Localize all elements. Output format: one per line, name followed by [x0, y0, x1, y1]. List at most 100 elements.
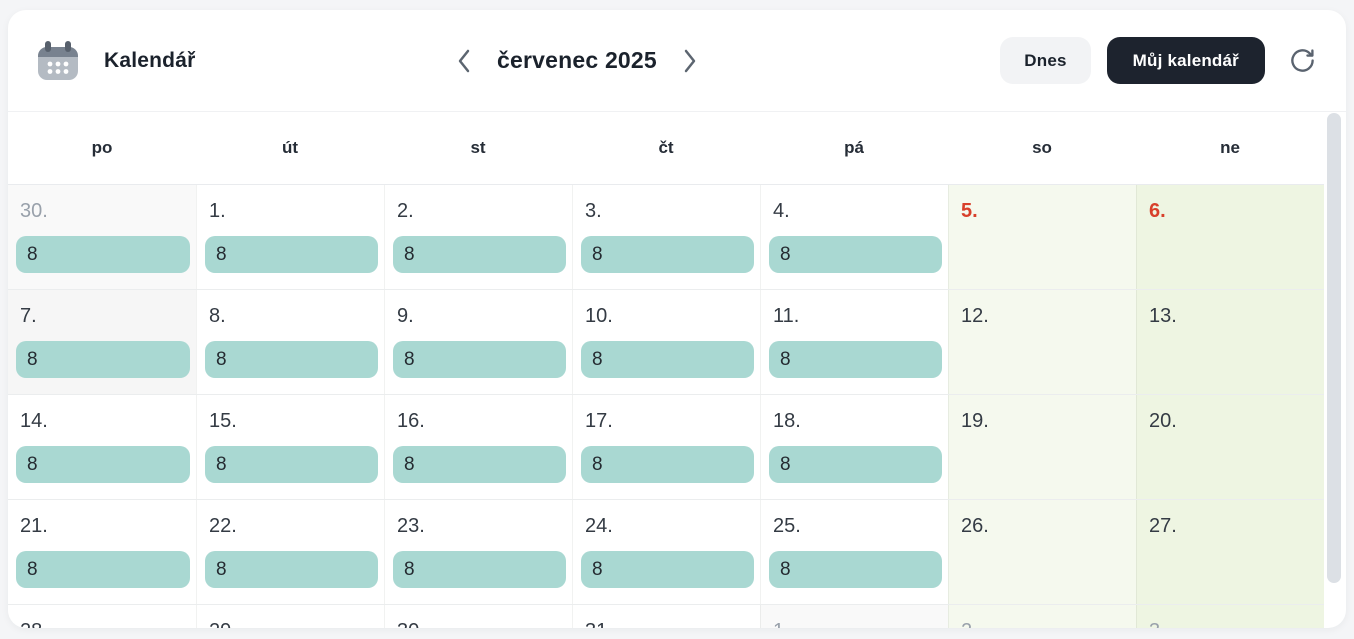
day-cell[interactable]: 8. 8 — [196, 290, 384, 394]
event-pill[interactable]: 8 — [16, 236, 190, 273]
weekday-row: po út st čt pá so ne — [8, 112, 1324, 185]
event-pill[interactable]: 8 — [205, 341, 378, 378]
weekday-header: čt — [658, 138, 674, 157]
day-cell[interactable]: 22. 8 — [196, 500, 384, 604]
app-title: Kalendář — [104, 48, 196, 72]
day-cell[interactable]: 2. 8 — [384, 185, 572, 289]
event-pill[interactable]: 8 — [205, 446, 378, 483]
day-number: 9. — [397, 305, 414, 327]
chevron-left-icon — [456, 48, 471, 74]
event-pill[interactable]: 8 — [16, 551, 190, 588]
day-number: 29. — [209, 619, 384, 628]
day-cell[interactable]: 27. — [1136, 500, 1324, 604]
day-cell[interactable]: 5. — [948, 185, 1136, 289]
day-cell[interactable]: 7. 8 — [8, 290, 196, 394]
day-cell[interactable]: 13. — [1136, 290, 1324, 394]
my-calendar-button[interactable]: Můj kalendář — [1106, 37, 1265, 84]
event-pill[interactable]: 8 — [581, 551, 754, 588]
event-pill[interactable]: 8 — [393, 446, 566, 483]
day-number: 28. — [20, 619, 196, 628]
day-number: 31. — [585, 619, 760, 628]
day-cell[interactable]: 23. 8 — [384, 500, 572, 604]
day-cell[interactable]: 24. 8 — [572, 500, 760, 604]
day-number: 10. — [585, 305, 613, 327]
month-navigation: červenec 2025 — [452, 10, 702, 111]
week-row: 14. 8 15. 8 16. 8 17. 8 18. 8 19. 20. — [8, 395, 1324, 500]
calendar-card: Kalendář červenec 2025 Dnes — [8, 10, 1346, 628]
event-pill[interactable]: 8 — [769, 341, 942, 378]
week-row: 7. 8 8. 8 9. 8 10. 8 11. 8 12. 13. — [8, 290, 1324, 395]
day-cell[interactable]: 26. — [948, 500, 1136, 604]
day-number: 17. — [585, 410, 613, 432]
month-title: červenec 2025 — [497, 47, 657, 73]
day-number: 14. — [20, 410, 48, 432]
day-cell[interactable]: 30. — [384, 605, 572, 628]
day-cell[interactable]: 1. 8 — [196, 185, 384, 289]
calendar-grid: 30. 8 1. 8 2. 8 3. 8 4. 8 5. 6. 7. 8 8. 8 9. 8 10. 8 11. 8 12.… — [8, 185, 1324, 628]
day-cell[interactable]: 9. 8 — [384, 290, 572, 394]
event-pill[interactable]: 8 — [769, 236, 942, 273]
weekday-header: út — [281, 138, 299, 157]
event-pill[interactable]: 8 — [581, 236, 754, 273]
week-row: 28. 29. 30. 31. 1. 2. 3. — [8, 605, 1324, 628]
day-cell[interactable]: 3. 8 — [572, 185, 760, 289]
today-button[interactable]: Dnes — [1000, 37, 1091, 84]
day-number: 27. — [1149, 515, 1177, 537]
day-cell[interactable]: 1. — [760, 605, 948, 628]
day-number: 1. — [209, 200, 226, 222]
event-pill[interactable]: 8 — [205, 551, 378, 588]
event-pill[interactable]: 8 — [393, 236, 566, 273]
day-cell[interactable]: 30. 8 — [8, 185, 196, 289]
day-cell[interactable]: 21. 8 — [8, 500, 196, 604]
day-number: 24. — [585, 515, 613, 537]
day-number: 5. — [961, 200, 978, 222]
day-number: 21. — [20, 515, 48, 537]
weekday-header: pá — [844, 138, 864, 157]
event-pill[interactable]: 8 — [769, 446, 942, 483]
day-cell[interactable]: 14. 8 — [8, 395, 196, 499]
day-number: 1. — [773, 619, 948, 628]
day-cell[interactable]: 11. 8 — [760, 290, 948, 394]
day-number: 3. — [1149, 619, 1324, 628]
day-number: 22. — [209, 515, 237, 537]
day-cell[interactable]: 16. 8 — [384, 395, 572, 499]
day-cell[interactable]: 6. — [1136, 185, 1324, 289]
event-pill[interactable]: 8 — [393, 341, 566, 378]
next-month-button[interactable] — [679, 44, 702, 78]
day-number: 7. — [20, 305, 37, 327]
day-number: 2. — [961, 619, 1136, 628]
day-cell[interactable]: 17. 8 — [572, 395, 760, 499]
calendar-body: po út st čt pá so ne 30. 8 1. 8 2. 8 3. 8 4. 8 5. 6. 7. 8 8.… — [8, 112, 1324, 628]
day-cell[interactable]: 10. 8 — [572, 290, 760, 394]
event-pill[interactable]: 8 — [581, 446, 754, 483]
day-number: 4. — [773, 200, 790, 222]
day-number: 8. — [209, 305, 226, 327]
day-cell[interactable]: 3. — [1136, 605, 1324, 628]
event-pill[interactable]: 8 — [769, 551, 942, 588]
day-number: 26. — [961, 515, 989, 537]
event-pill[interactable]: 8 — [16, 446, 190, 483]
day-cell[interactable]: 2. — [948, 605, 1136, 628]
day-cell[interactable]: 4. 8 — [760, 185, 948, 289]
event-pill[interactable]: 8 — [16, 341, 190, 378]
day-cell[interactable]: 19. — [948, 395, 1136, 499]
weekday-header: po — [91, 138, 113, 157]
refresh-button[interactable] — [1287, 45, 1318, 76]
day-cell[interactable]: 20. — [1136, 395, 1324, 499]
day-number: 6. — [1149, 200, 1166, 222]
day-cell[interactable]: 29. — [196, 605, 384, 628]
prev-month-button[interactable] — [452, 44, 475, 78]
day-number: 3. — [585, 200, 602, 222]
event-pill[interactable]: 8 — [205, 236, 378, 273]
scrollbar-thumb[interactable] — [1327, 113, 1341, 583]
day-number: 25. — [773, 515, 801, 537]
day-cell[interactable]: 25. 8 — [760, 500, 948, 604]
event-pill[interactable]: 8 — [581, 341, 754, 378]
weekday-header: st — [470, 138, 486, 157]
event-pill[interactable]: 8 — [393, 551, 566, 588]
day-cell[interactable]: 31. — [572, 605, 760, 628]
day-cell[interactable]: 18. 8 — [760, 395, 948, 499]
day-cell[interactable]: 15. 8 — [196, 395, 384, 499]
day-cell[interactable]: 28. — [8, 605, 196, 628]
day-cell[interactable]: 12. — [948, 290, 1136, 394]
